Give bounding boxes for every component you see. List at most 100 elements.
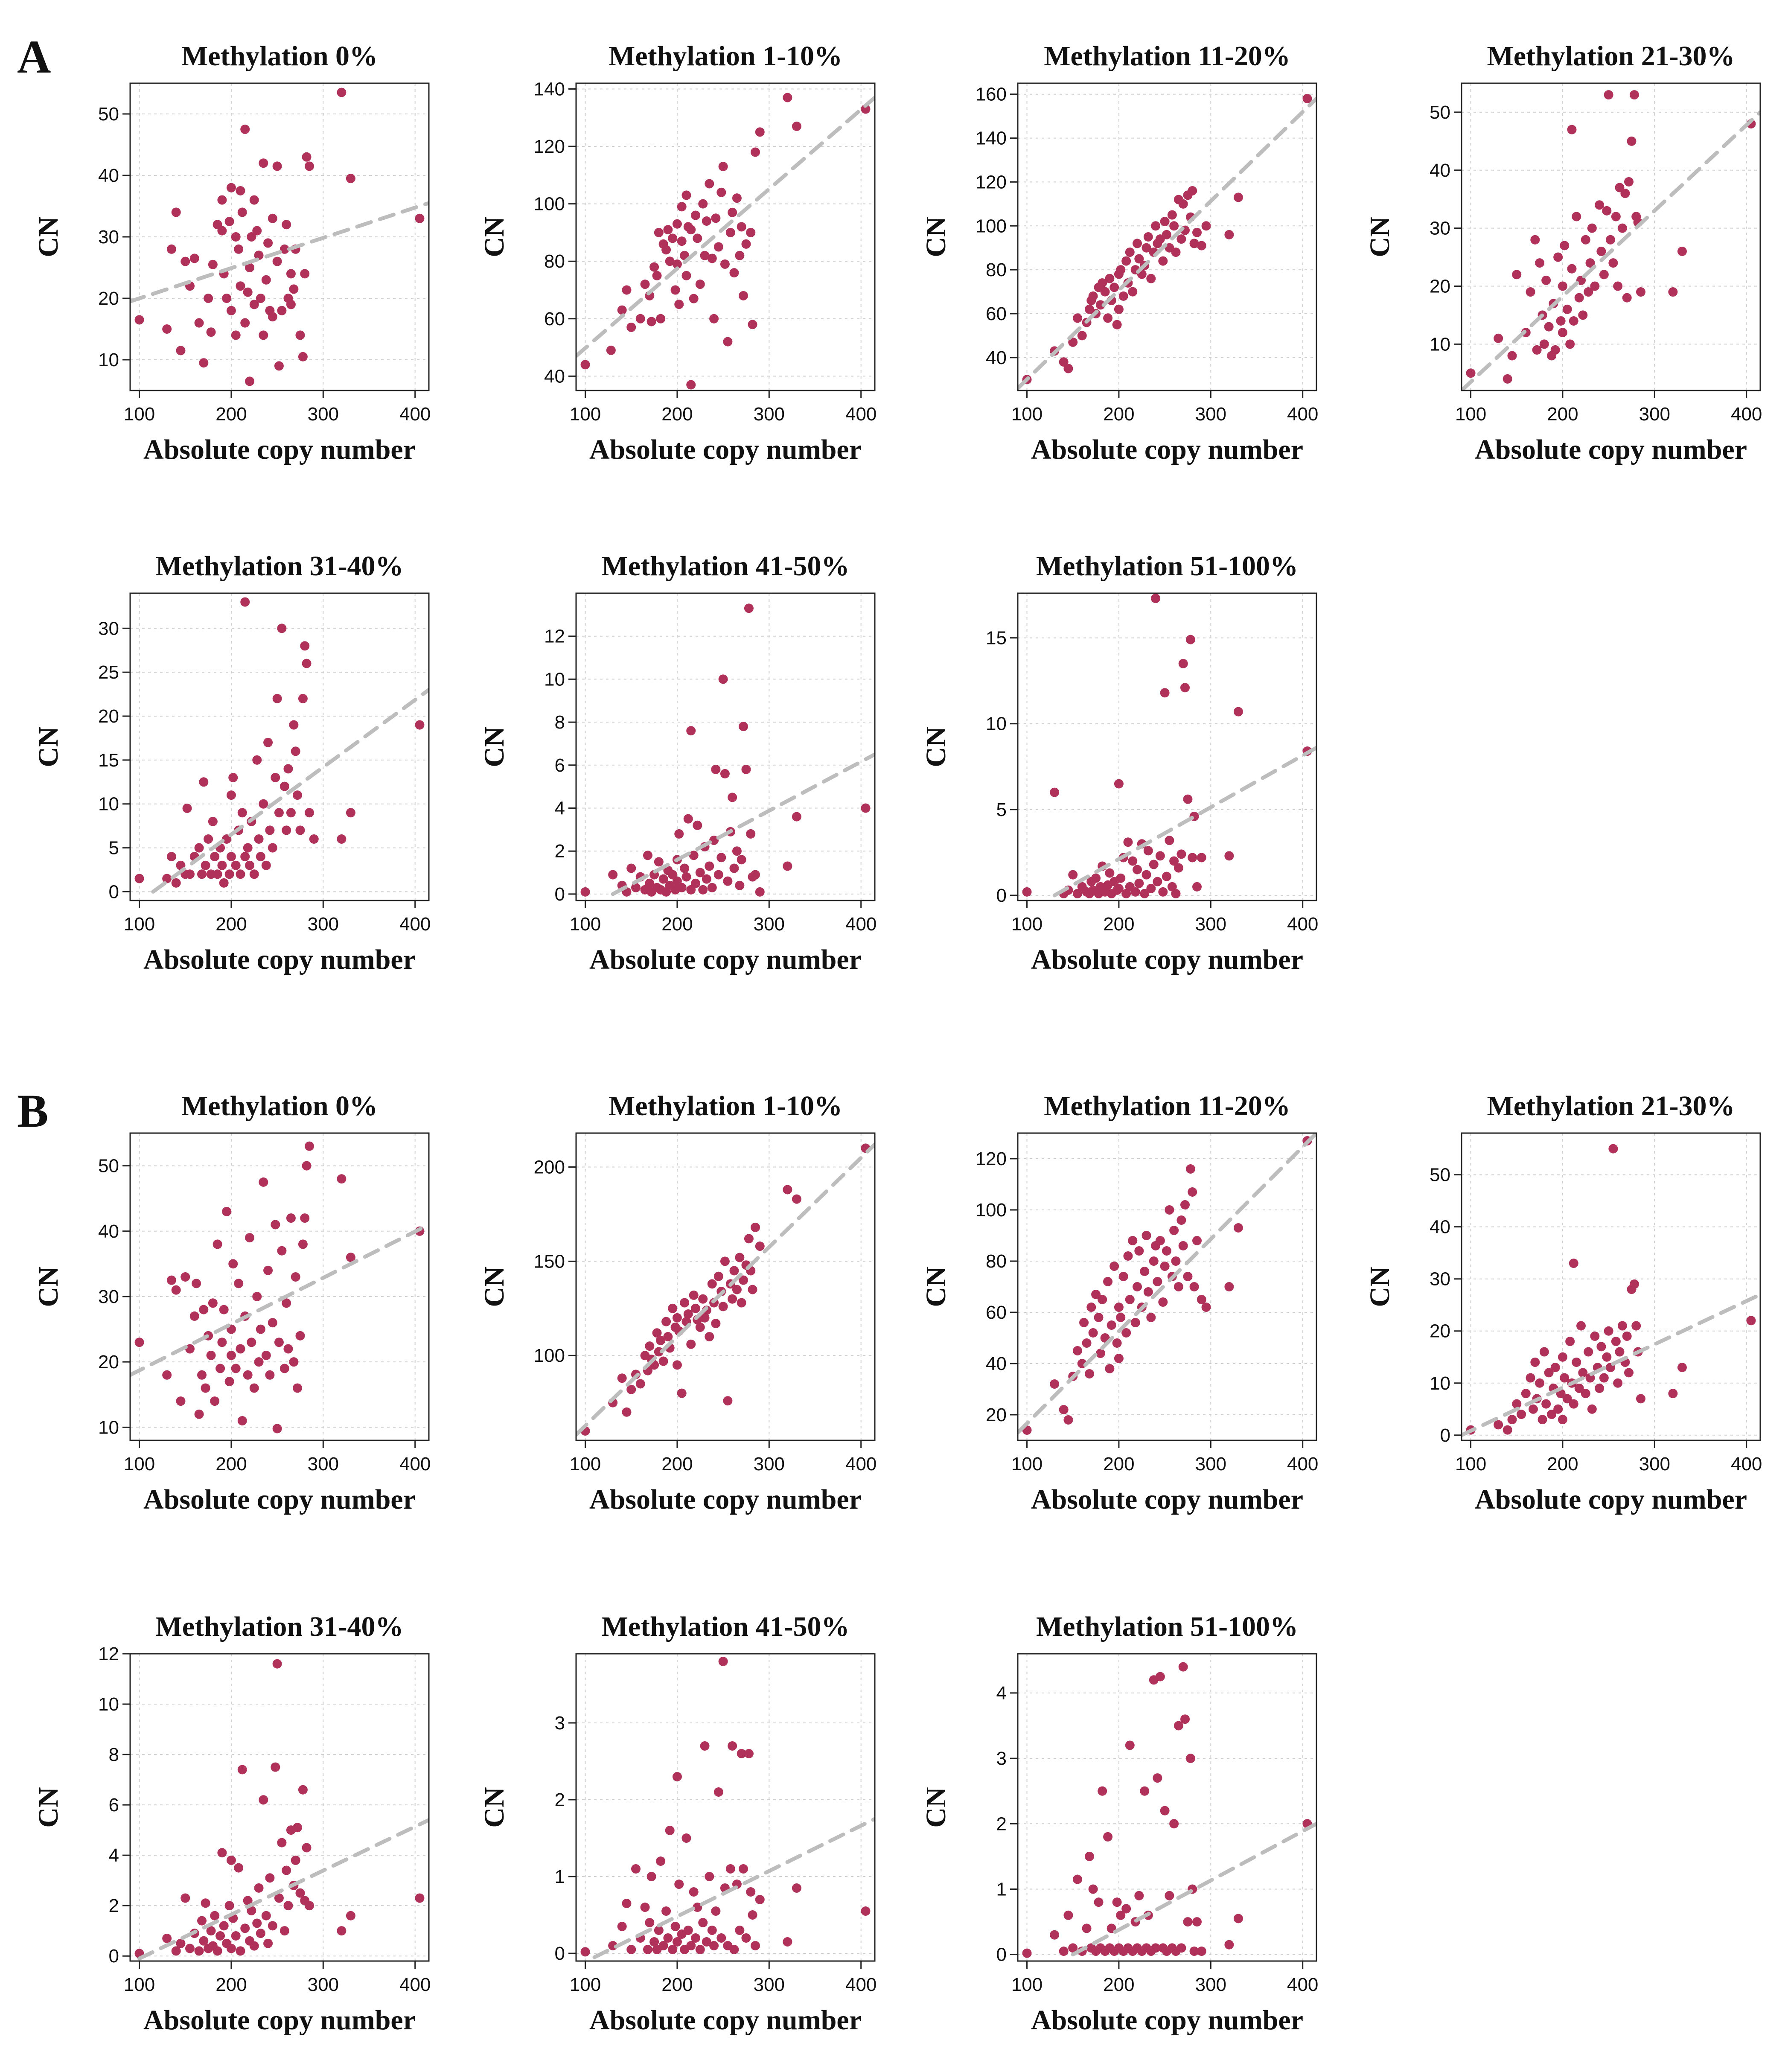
data-point — [1149, 1256, 1159, 1266]
data-point — [263, 1265, 273, 1275]
data-point — [295, 1331, 305, 1341]
data-point — [231, 1931, 241, 1941]
data-point — [729, 268, 739, 278]
data-point — [254, 1357, 264, 1367]
data-point — [1151, 221, 1161, 231]
y-tick-label: 30 — [98, 618, 119, 639]
x-tick-label: 400 — [1287, 1974, 1318, 1995]
data-point — [695, 868, 705, 877]
data-point — [277, 306, 287, 315]
chart-a-methylation-41-50-: 100 200 300 400 0 2 4 6 8 10 12 Methylation 41-50% A… — [479, 551, 877, 975]
data-point — [1192, 882, 1202, 892]
data-point — [300, 1213, 310, 1223]
data-point — [654, 1926, 664, 1935]
x-tick-label: 400 — [1287, 404, 1318, 425]
data-point — [1073, 313, 1082, 323]
data-point — [1197, 853, 1206, 863]
trend-line — [1018, 96, 1316, 391]
data-point — [737, 855, 746, 865]
data-point — [280, 1364, 289, 1373]
data-point — [1602, 1352, 1612, 1362]
data-point — [626, 1945, 636, 1954]
x-axis-label: Absolute copy number — [589, 944, 862, 975]
x-tick-label: 200 — [215, 404, 247, 425]
data-point — [1617, 223, 1627, 233]
data-point — [1143, 232, 1153, 242]
data-point — [1503, 374, 1512, 384]
data-point — [263, 1938, 273, 1948]
data-point — [237, 1765, 247, 1775]
points-a-methylation-1-10- — [580, 93, 871, 390]
data-point — [280, 781, 289, 791]
data-point — [293, 1383, 302, 1393]
y-tick-label: 20 — [1430, 276, 1450, 297]
data-point — [226, 183, 236, 192]
data-point — [277, 1838, 287, 1848]
chart-a-methylation-51-100-: 100 200 300 400 0 5 10 15 Methylation 51-100% Abs… — [920, 551, 1318, 975]
data-point — [256, 852, 265, 862]
y-tick-label: 160 — [976, 84, 1007, 105]
data-point — [197, 869, 207, 879]
data-point — [640, 1903, 650, 1912]
data-point — [228, 773, 238, 782]
data-point — [346, 808, 355, 818]
data-point — [705, 1872, 714, 1881]
data-point — [243, 843, 253, 853]
data-point — [1590, 281, 1600, 291]
data-point — [162, 874, 172, 883]
data-point — [1134, 1246, 1144, 1256]
data-point — [226, 306, 236, 315]
data-point — [1095, 300, 1105, 310]
data-point — [739, 722, 748, 731]
data-point — [683, 1309, 693, 1319]
data-point — [337, 87, 347, 97]
data-point — [735, 1926, 745, 1935]
y-tick-label: 2 — [555, 841, 565, 862]
data-point — [210, 852, 220, 862]
data-point — [711, 213, 721, 223]
data-point — [755, 887, 765, 897]
data-point — [243, 1370, 253, 1380]
data-point — [268, 213, 277, 223]
data-point — [197, 1370, 207, 1380]
data-point — [1143, 846, 1153, 856]
data-point — [1153, 1277, 1162, 1286]
data-point — [1118, 291, 1128, 301]
data-point — [645, 1341, 655, 1351]
x-tick-label: 400 — [399, 914, 431, 935]
data-point — [226, 1350, 236, 1360]
data-point — [1556, 316, 1566, 326]
data-point — [606, 345, 616, 355]
data-point — [739, 291, 748, 300]
data-point — [1622, 293, 1632, 303]
data-point — [346, 174, 355, 184]
data-point — [240, 852, 250, 862]
data-point — [672, 1360, 682, 1370]
data-point — [197, 1916, 207, 1926]
data-point — [236, 186, 245, 195]
y-tick-label: 1 — [555, 1866, 565, 1887]
x-axis-label: Absolute copy number — [589, 1484, 862, 1515]
data-point — [1155, 1236, 1165, 1245]
data-point — [1512, 1399, 1522, 1409]
data-point — [1176, 1943, 1186, 1953]
y-tick-label: 20 — [98, 706, 119, 727]
data-point — [1121, 1328, 1131, 1338]
data-point — [720, 259, 730, 269]
data-point — [1121, 256, 1131, 266]
data-point — [274, 361, 284, 371]
data-point — [1599, 1373, 1609, 1383]
data-point — [240, 318, 250, 328]
data-point — [608, 870, 618, 880]
x-tick-label: 400 — [1731, 404, 1762, 425]
data-point — [277, 1246, 287, 1256]
data-point — [1128, 1236, 1138, 1245]
data-point — [346, 1911, 355, 1920]
data-point — [643, 851, 652, 860]
plot-frame — [1461, 82, 1761, 391]
data-point — [1103, 313, 1113, 323]
data-point — [658, 1941, 668, 1950]
data-point — [1189, 239, 1199, 248]
data-point — [185, 869, 195, 879]
data-point — [755, 1241, 765, 1251]
